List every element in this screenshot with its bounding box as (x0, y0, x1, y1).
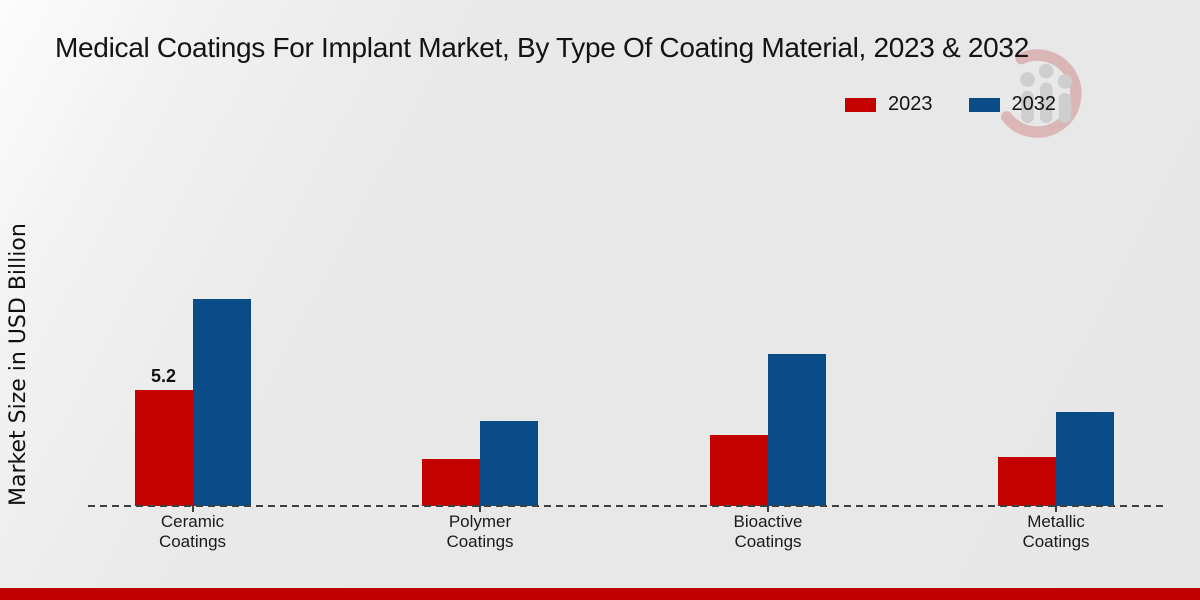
bar-2023-polymer-coatings (422, 459, 480, 506)
bar-2023-bioactive-coatings (710, 434, 768, 506)
bar-2023-ceramic-coatings: 5.2 (134, 366, 193, 506)
x-axis-tick (191, 506, 194, 512)
bar-group-polymer-coatings (422, 421, 538, 506)
bar-group-metallic-coatings (998, 412, 1114, 506)
bar-2023-metallic-coatings (998, 456, 1056, 506)
legend-label: 2032 (1011, 93, 1057, 115)
watermark-logo-icon (1001, 49, 1082, 138)
category-label-polymer-coatings: Polymer Coatings (446, 512, 514, 552)
bar-group-bioactive-coatings (710, 354, 826, 506)
category-label-metallic-coatings: Metallic Coatings (1022, 512, 1090, 552)
x-axis-tick (767, 506, 769, 512)
legend-swatch-icon (968, 97, 1000, 112)
x-axis-tick (1055, 506, 1057, 512)
legend: 2023 2032 (845, 93, 1056, 116)
bar-group-ceramic-coatings: 5.2 (134, 298, 251, 506)
chart-title: Medical Coatings For Implant Market, By … (55, 32, 1029, 63)
bar-2032-metallic-coatings (1056, 412, 1114, 506)
legend-item-2032: 2032 (968, 93, 1057, 116)
legend-swatch-icon (845, 97, 876, 112)
bar-value-label: 5.2 (150, 366, 177, 386)
x-axis-tick (479, 506, 481, 512)
x-axis-line (88, 505, 1165, 507)
bar-2032-bioactive-coatings (768, 354, 826, 506)
footer-accent-bar (0, 588, 1200, 600)
legend-label: 2023 (888, 93, 933, 115)
bar-2032-ceramic-coatings (192, 298, 251, 506)
legend-item-2023: 2023 (845, 93, 933, 116)
bar-2032-polymer-coatings (480, 421, 538, 506)
category-label-ceramic-coatings: Ceramic Coatings (158, 512, 227, 552)
category-label-bioactive-coatings: Bioactive Coatings (733, 512, 803, 552)
